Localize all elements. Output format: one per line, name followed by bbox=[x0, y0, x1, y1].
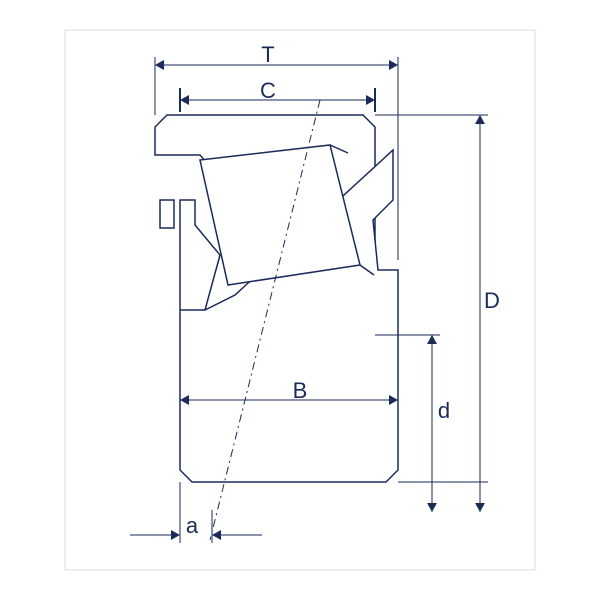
diagram-svg bbox=[0, 0, 600, 600]
label-C: C bbox=[260, 78, 276, 104]
label-a: a bbox=[186, 513, 198, 539]
label-B: B bbox=[293, 378, 308, 404]
label-d: d bbox=[438, 398, 450, 424]
bearing-diagram: T C B a D d bbox=[0, 0, 600, 600]
label-T: T bbox=[261, 42, 274, 68]
label-D: D bbox=[484, 288, 500, 314]
